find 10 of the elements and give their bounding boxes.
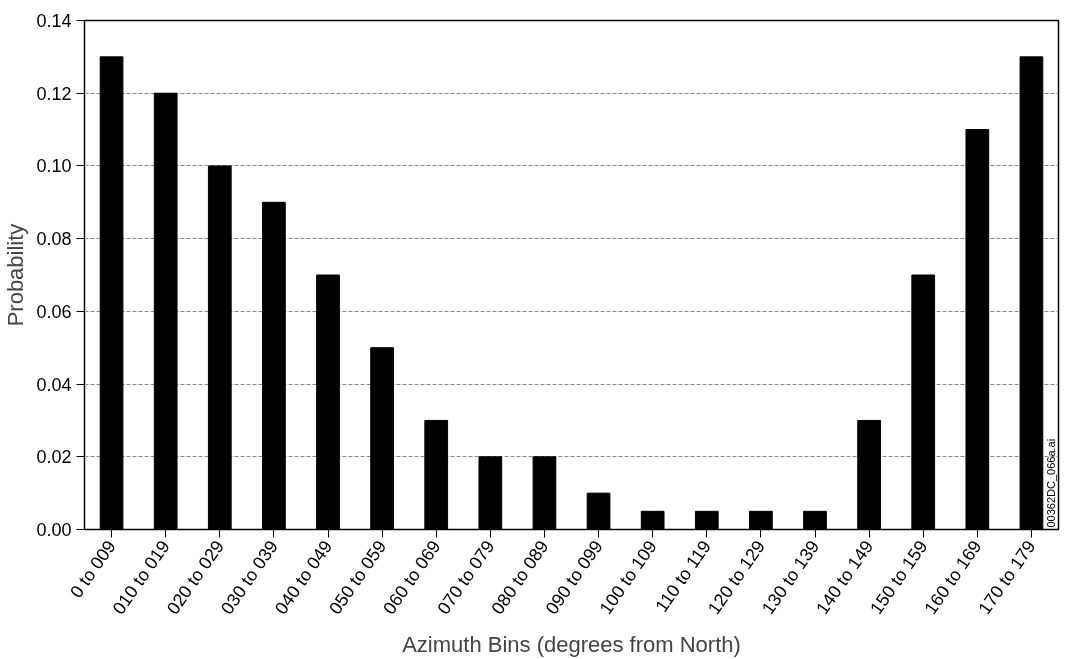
- y-tick-label: 0.08: [36, 229, 72, 250]
- y-tick-label: 0.04: [36, 374, 72, 395]
- annotation: 00362DC_066a.ai: [1044, 438, 1057, 528]
- y-axis-title: Probability: [3, 223, 29, 327]
- y-tick-label: 0.02: [36, 447, 72, 468]
- y-tick-label: 0.12: [36, 83, 72, 104]
- x-axis-title: Azimuth Bins (degrees from North): [402, 631, 741, 657]
- y-tick-label: 0.14: [36, 11, 72, 31]
- y-tick-label: 0.10: [36, 156, 72, 177]
- y-tick-label: 0.06: [36, 301, 72, 322]
